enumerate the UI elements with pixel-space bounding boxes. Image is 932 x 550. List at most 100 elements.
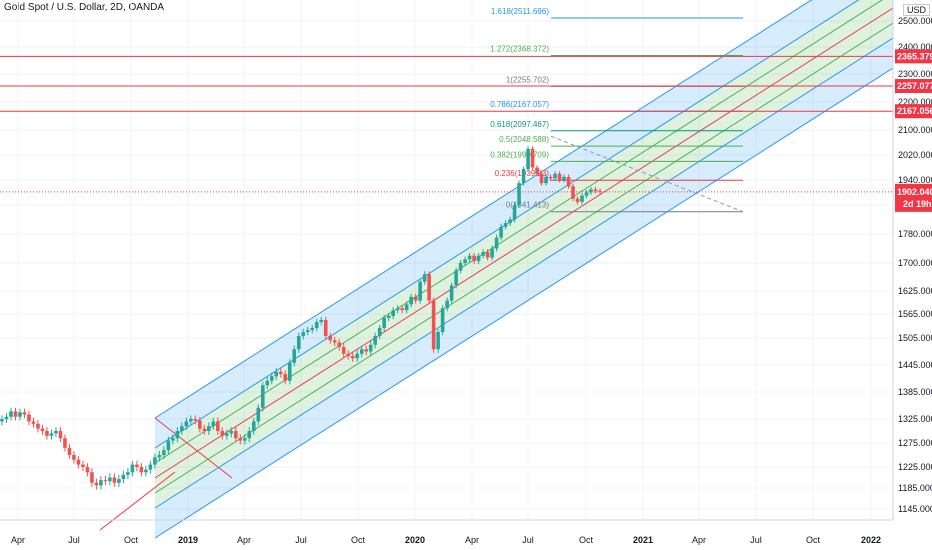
time-tick-label: Oct xyxy=(124,535,139,545)
price-axis[interactable]: 1145.000 1185.000 1225.000 1275.000 1325.000… xyxy=(892,0,932,520)
candle-body xyxy=(359,349,364,354)
candle-body xyxy=(202,428,207,431)
candle-body xyxy=(81,464,85,467)
candle-body xyxy=(530,148,535,168)
candle-body xyxy=(386,316,391,318)
price-tick-label: 2020.000 xyxy=(898,150,932,160)
candle-body xyxy=(216,421,220,431)
level-price-tag-label: 2257.077 xyxy=(897,81,932,91)
candle-body xyxy=(562,176,566,180)
candle-body xyxy=(413,296,418,301)
candle-body xyxy=(382,318,386,328)
fib-level-label: 0.5(2048.588) xyxy=(499,135,549,144)
time-tick-label: Apr xyxy=(465,535,479,545)
candle-body xyxy=(49,433,54,436)
candle-body xyxy=(436,332,440,350)
candle-body xyxy=(337,342,342,347)
candle-body xyxy=(314,322,319,328)
candle-body xyxy=(148,464,153,470)
candle-body xyxy=(368,344,373,352)
candle-body xyxy=(544,176,548,184)
candle-body xyxy=(40,428,45,431)
candle-body xyxy=(229,431,234,434)
candle-body xyxy=(292,349,297,363)
candle-body xyxy=(121,474,126,480)
candle-body xyxy=(242,438,247,441)
candle-body xyxy=(296,336,301,350)
candle-body xyxy=(27,414,31,422)
candle-body xyxy=(13,411,18,417)
channel-inner-line xyxy=(154,0,883,464)
candles xyxy=(0,146,602,490)
candle-body xyxy=(193,419,198,421)
time-axis[interactable]: Apr Jul Oct 2019 Apr Jul Oct 2020 Apr Jul Oct 2021 A… xyxy=(0,519,893,545)
candle-body xyxy=(166,440,171,451)
channel-edge xyxy=(154,67,894,539)
candle-body xyxy=(211,421,216,427)
level-price-tag xyxy=(895,49,932,64)
candle-body xyxy=(225,433,229,436)
candle-body xyxy=(153,457,157,465)
price-tick-label: 1565.000 xyxy=(898,309,932,319)
time-tick-label: 2022 xyxy=(861,535,881,545)
candle-body xyxy=(512,205,517,220)
candle-body xyxy=(580,195,584,202)
price-tick-label: 2300.000 xyxy=(898,69,932,79)
candle-body xyxy=(422,274,427,282)
candle-body xyxy=(76,459,81,465)
candle-body xyxy=(305,330,310,332)
candle-body xyxy=(4,416,9,419)
candle-body xyxy=(274,371,279,377)
candle-body xyxy=(18,412,22,417)
candle-body xyxy=(508,219,512,224)
candle-body xyxy=(355,353,360,359)
last-price-tag xyxy=(895,183,932,212)
fib-level-label: 0.786(2167.057) xyxy=(490,100,549,109)
candle-body xyxy=(58,431,63,439)
price-tick-label: 1700.000 xyxy=(898,258,932,268)
currency-badge[interactable]: USD xyxy=(903,4,931,16)
channel-inner-line xyxy=(154,22,894,494)
candle-body xyxy=(521,169,526,184)
candle-body xyxy=(440,308,445,332)
candle-body xyxy=(400,308,404,311)
price-tick-label: 1225.000 xyxy=(898,462,932,472)
candle-body xyxy=(0,419,4,422)
candle-body xyxy=(269,376,274,381)
candle-body xyxy=(377,328,382,336)
candle-body xyxy=(112,477,117,483)
candle-body xyxy=(260,385,265,408)
candle-body xyxy=(180,426,184,431)
time-tick-label: 2021 xyxy=(633,535,653,545)
candle-body xyxy=(404,304,409,311)
candle-body xyxy=(310,328,315,330)
candle-body xyxy=(126,472,130,475)
candle-body xyxy=(499,226,503,238)
time-tick-label: Jul xyxy=(68,535,80,545)
candle-body xyxy=(103,480,108,482)
candle-body xyxy=(472,255,476,262)
candle-body xyxy=(503,223,508,227)
fib-level-label: 1(2255.702) xyxy=(506,75,549,84)
price-tick-label: 1445.000 xyxy=(898,360,932,370)
candle-body xyxy=(54,431,58,434)
price-tick-label: 2500.000 xyxy=(898,16,932,26)
candle-body xyxy=(535,167,539,174)
candle-body xyxy=(9,411,13,417)
candle-body xyxy=(593,189,598,191)
candle-body xyxy=(22,412,27,415)
candle-body xyxy=(454,270,458,286)
candle-body xyxy=(90,472,94,483)
candle-body xyxy=(117,479,121,483)
candle-body xyxy=(481,252,485,256)
price-tick-label: 1780.000 xyxy=(898,229,932,239)
candle-body xyxy=(494,237,499,249)
candle-body xyxy=(139,467,144,473)
candle-body xyxy=(323,320,328,336)
candle-body xyxy=(391,310,395,316)
regression-channel xyxy=(99,0,894,539)
candle-body xyxy=(162,450,166,455)
candle-body xyxy=(175,431,180,439)
price-tick-label: 1385.000 xyxy=(898,387,932,397)
